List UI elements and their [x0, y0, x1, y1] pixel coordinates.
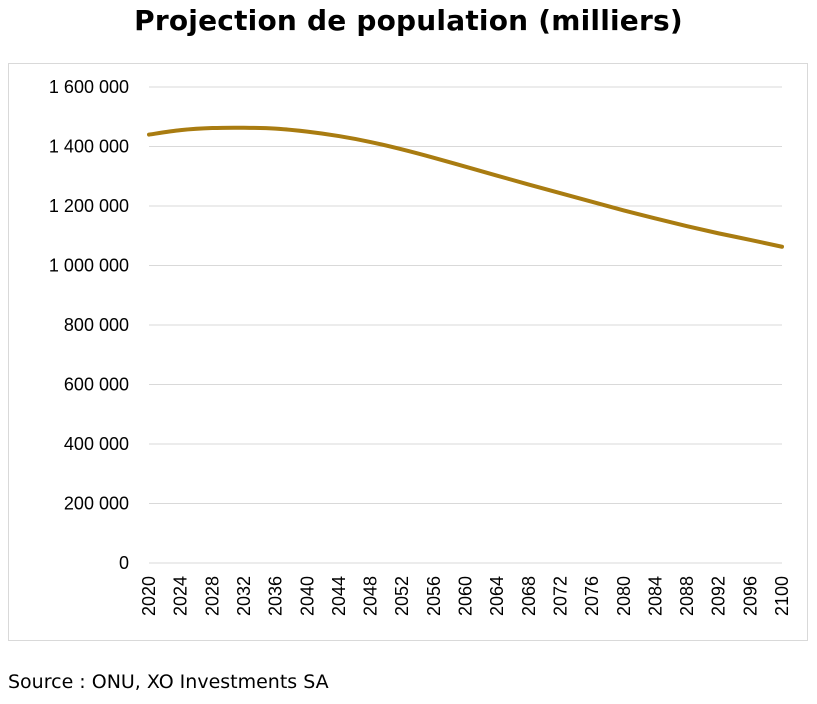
x-tick-label: 2100 [772, 576, 792, 616]
x-tick-label: 2088 [677, 576, 697, 616]
x-tick-label: 2040 [297, 576, 317, 616]
chart-frame [8, 63, 808, 641]
x-tick-label: 2084 [645, 576, 665, 616]
x-tick-label: 2036 [266, 576, 286, 616]
y-tick-label: 1 200 000 [49, 196, 129, 216]
x-tick-label: 2092 [709, 576, 729, 616]
x-axis-ticks: 2020 2024 2028 2032 2036 2040 2044 2048 2052 2056… [139, 576, 792, 616]
x-tick-label: 2048 [361, 576, 381, 616]
x-tick-label: 2068 [519, 576, 539, 616]
x-tick-label: 2024 [171, 576, 191, 616]
source-note: Source : ONU, XO Investments SA [8, 671, 329, 693]
population-series-line [147, 125, 784, 249]
x-tick-label: 2080 [614, 576, 634, 616]
y-tick-label: 200 000 [64, 494, 129, 514]
x-tick-label: 2052 [392, 576, 412, 616]
y-tick-label: 1 400 000 [49, 137, 129, 157]
x-tick-label: 2096 [740, 576, 760, 616]
y-tick-label: 0 [119, 553, 129, 573]
x-tick-label: 2056 [424, 576, 444, 616]
x-tick-label: 2044 [329, 576, 349, 616]
x-tick-label: 2020 [139, 576, 159, 616]
y-axis-ticks: 0 200 000 400 000 600 000 800 000 1 000 000 1 … [49, 77, 129, 573]
x-tick-label: 2076 [582, 576, 602, 616]
x-tick-label: 2072 [550, 576, 570, 616]
x-tick-label: 2032 [234, 576, 254, 616]
x-tick-label: 2060 [456, 576, 476, 616]
y-tick-label: 1 600 000 [49, 77, 129, 97]
series [147, 125, 784, 249]
y-tick-label: 600 000 [64, 375, 129, 395]
y-tick-label: 1 000 000 [49, 256, 129, 276]
y-tick-label: 400 000 [64, 434, 129, 454]
gridlines [149, 86, 782, 564]
x-tick-label: 2064 [487, 576, 507, 616]
y-tick-label: 800 000 [64, 315, 129, 335]
x-tick-label: 2028 [202, 576, 222, 616]
chart-title: Projection de population (milliers) [134, 4, 683, 37]
